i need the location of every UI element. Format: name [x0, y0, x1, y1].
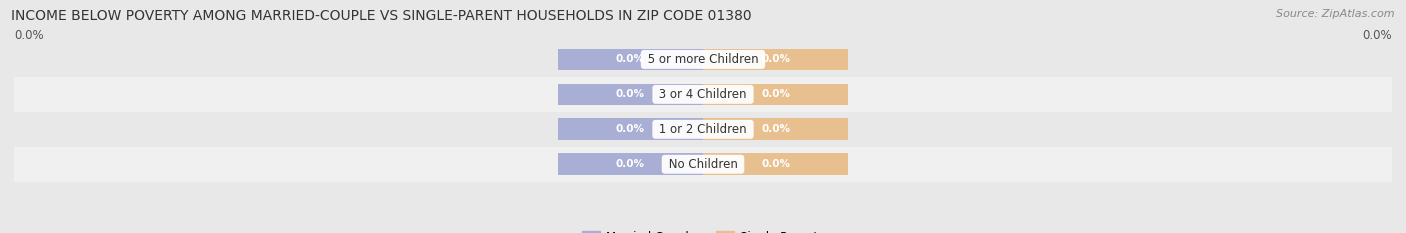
Bar [558, 49, 703, 70]
Text: 0.0%: 0.0% [761, 159, 790, 169]
Bar [703, 49, 848, 70]
Text: INCOME BELOW POVERTY AMONG MARRIED-COUPLE VS SINGLE-PARENT HOUSEHOLDS IN ZIP COD: INCOME BELOW POVERTY AMONG MARRIED-COUPL… [11, 9, 752, 23]
Bar [14, 42, 1392, 77]
Text: 0.0%: 0.0% [616, 159, 645, 169]
Text: 0.0%: 0.0% [616, 89, 645, 99]
Legend: Married Couples, Single Parents: Married Couples, Single Parents [578, 226, 828, 233]
Text: 0.0%: 0.0% [616, 55, 645, 64]
Bar [703, 153, 848, 175]
Text: 0.0%: 0.0% [761, 124, 790, 134]
Bar [703, 83, 848, 105]
Bar [558, 83, 703, 105]
Text: 0.0%: 0.0% [14, 29, 44, 42]
Text: 0.0%: 0.0% [761, 89, 790, 99]
Text: No Children: No Children [665, 158, 741, 171]
Text: 0.0%: 0.0% [761, 55, 790, 64]
Bar [558, 118, 703, 140]
Text: 0.0%: 0.0% [1362, 29, 1392, 42]
Bar [14, 147, 1392, 182]
Bar [14, 77, 1392, 112]
Text: Source: ZipAtlas.com: Source: ZipAtlas.com [1277, 9, 1395, 19]
Text: 1 or 2 Children: 1 or 2 Children [655, 123, 751, 136]
Bar [703, 118, 848, 140]
Bar [14, 112, 1392, 147]
Bar [558, 153, 703, 175]
Text: 5 or more Children: 5 or more Children [644, 53, 762, 66]
Text: 3 or 4 Children: 3 or 4 Children [655, 88, 751, 101]
Text: 0.0%: 0.0% [616, 124, 645, 134]
